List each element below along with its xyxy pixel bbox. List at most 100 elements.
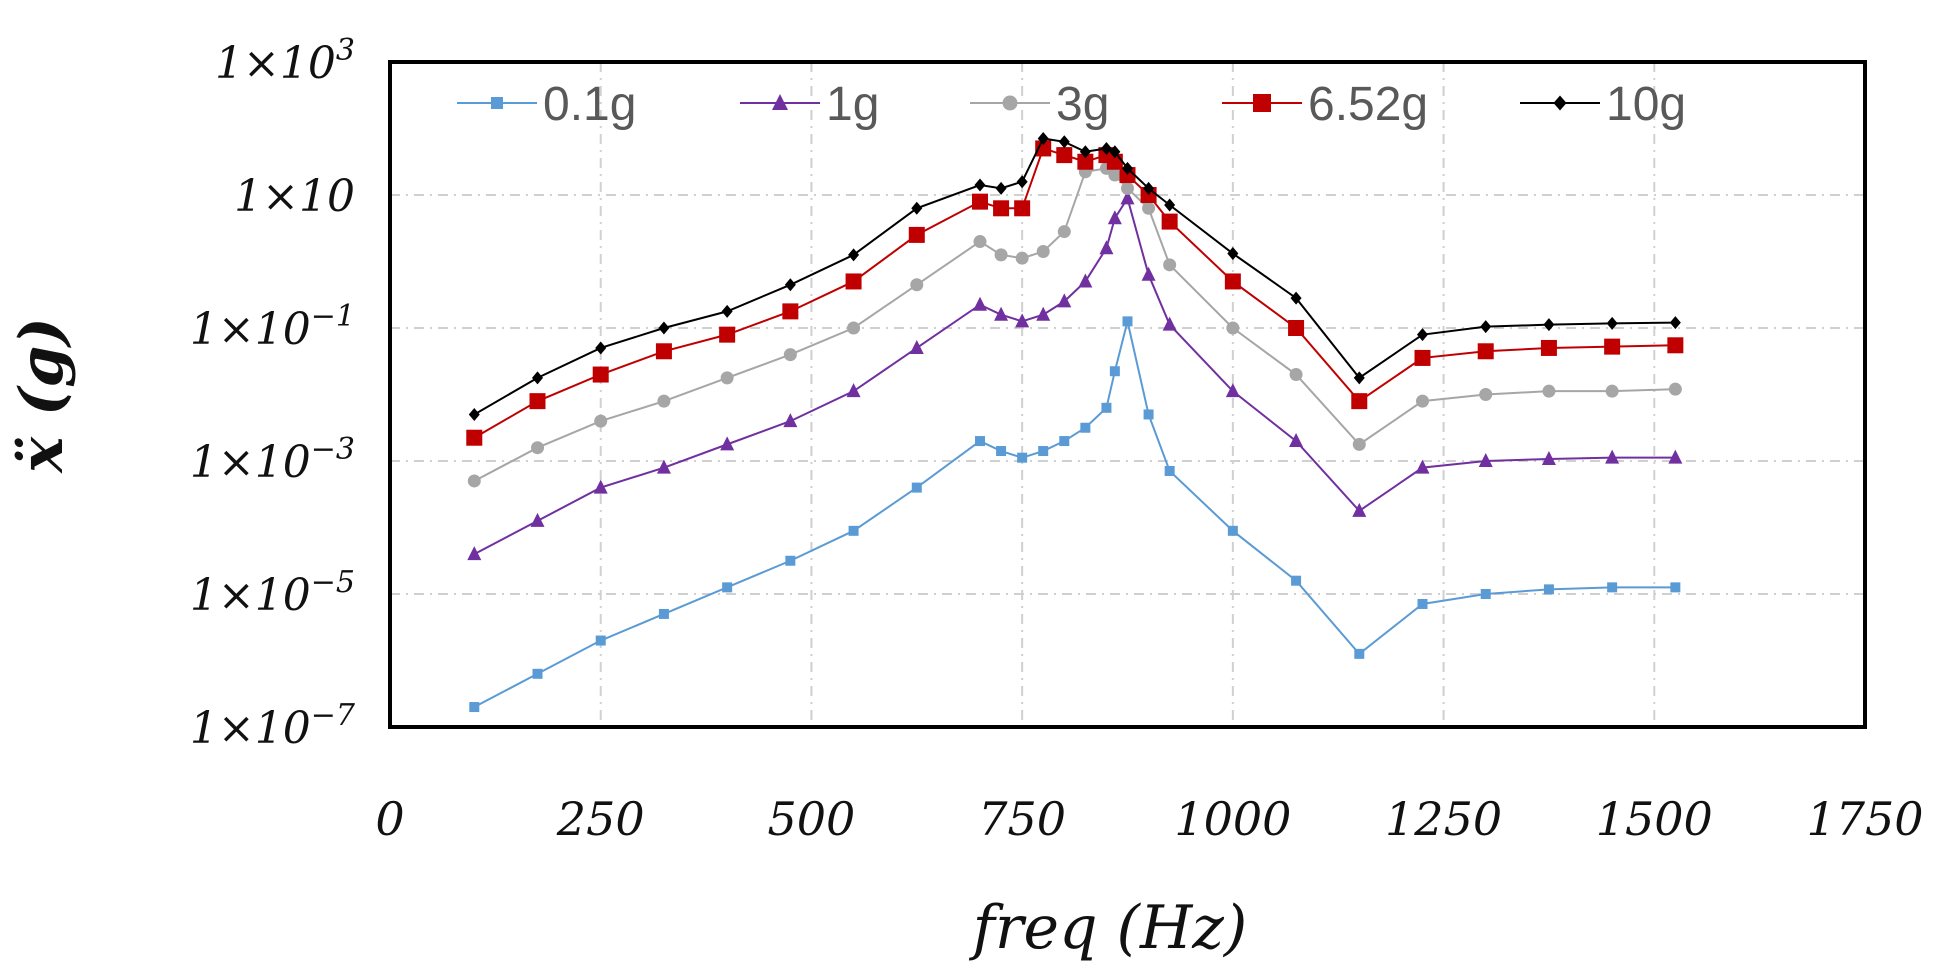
data-point [1122,161,1133,175]
data-point [1057,225,1071,239]
data-point [720,436,735,451]
data-point [1543,318,1555,332]
y-axis-title: ẍ (g) [7,317,77,474]
data-point [1226,321,1240,335]
data-point [658,321,670,335]
data-point [1036,306,1051,321]
data-point [529,393,546,410]
data-point [1101,402,1112,413]
series-3g [467,161,1682,488]
data-point [1604,338,1621,355]
data-point [1164,198,1176,212]
y-tick-label: 1×10−7 [190,698,356,754]
data-point [592,366,609,383]
data-point [1417,328,1428,342]
legend: 0.1g 1g 3g 6.52g 10g [457,78,1686,131]
data-point [973,235,987,249]
x-tick-label: 750 [978,792,1066,846]
x-tick-label: 0 [375,792,404,846]
y-tick-label: 1×10−1 [190,299,355,355]
data-point [1227,525,1238,536]
data-point [1224,273,1241,290]
data-point [1480,320,1492,334]
data-point [784,278,796,292]
x-tick-label: 1750 [1806,792,1923,846]
data-point [910,278,924,292]
data-point [908,226,925,243]
data-point [1080,422,1091,433]
legend-item: 3g [970,78,1109,131]
x-tick-label: 1000 [1174,792,1291,846]
data-point [1163,258,1177,272]
data-point [1037,131,1049,145]
data-point [1606,316,1618,330]
legend-label: 0.1g [543,78,636,131]
data-point [1669,316,1681,330]
data-point [995,181,1007,195]
x-tick-label: 1250 [1385,792,1502,846]
data-point [531,441,544,455]
data-point [1077,153,1094,170]
data-point [1141,266,1156,281]
data-point [1079,145,1091,159]
data-point [782,303,799,320]
data-point [1017,452,1028,463]
data-point [466,429,483,446]
series-line [473,137,1676,416]
data-point [595,341,607,355]
data-point [1143,409,1154,420]
data-point [994,306,1009,321]
data-point [468,407,480,421]
data-point [1078,273,1093,288]
x-tick-label: 1500 [1596,792,1713,846]
data-point [467,546,482,561]
data-point [1605,449,1620,464]
data-point [1415,459,1430,474]
data-point [1667,337,1684,354]
data-point [721,304,733,318]
data-point [1058,135,1070,149]
series-6-52g [466,140,1684,446]
legend-item: 6.52g [1222,78,1428,131]
data-point [1120,190,1135,205]
data-point [1289,433,1304,448]
y-tick-label: 1×103 [215,33,355,89]
data-point [469,702,480,713]
data-point [1352,437,1366,451]
data-point [911,201,923,215]
data-point [1099,240,1114,255]
data-point [1542,384,1556,398]
data-point [532,371,543,385]
data-point [1121,181,1134,195]
data-point [1607,582,1618,593]
data-point [994,248,1008,262]
series-layer [466,131,1684,713]
data-point [1605,384,1619,398]
data-point [1351,393,1368,410]
data-point [1059,436,1070,447]
data-point [1161,213,1178,230]
y-tick-label: 1×10−5 [190,565,355,621]
data-point [1480,589,1491,599]
gridlines [390,62,1865,727]
data-point [1541,451,1556,466]
data-point [783,348,797,362]
data-point [658,608,669,619]
data-point [1414,349,1431,366]
data-point [848,525,859,536]
data-point [848,248,860,262]
data-point [1162,316,1177,331]
data-point [1290,291,1302,305]
data-point [1553,95,1567,111]
data-point [720,371,734,385]
data-point [1164,465,1175,476]
data-point [1417,598,1428,609]
data-point [1416,394,1429,408]
data-point [993,200,1010,217]
data-point [1036,245,1050,259]
data-point [911,482,922,493]
data-point [593,479,608,494]
data-point [973,296,987,311]
legend-label: 10g [1606,78,1686,131]
data-point [530,512,545,527]
